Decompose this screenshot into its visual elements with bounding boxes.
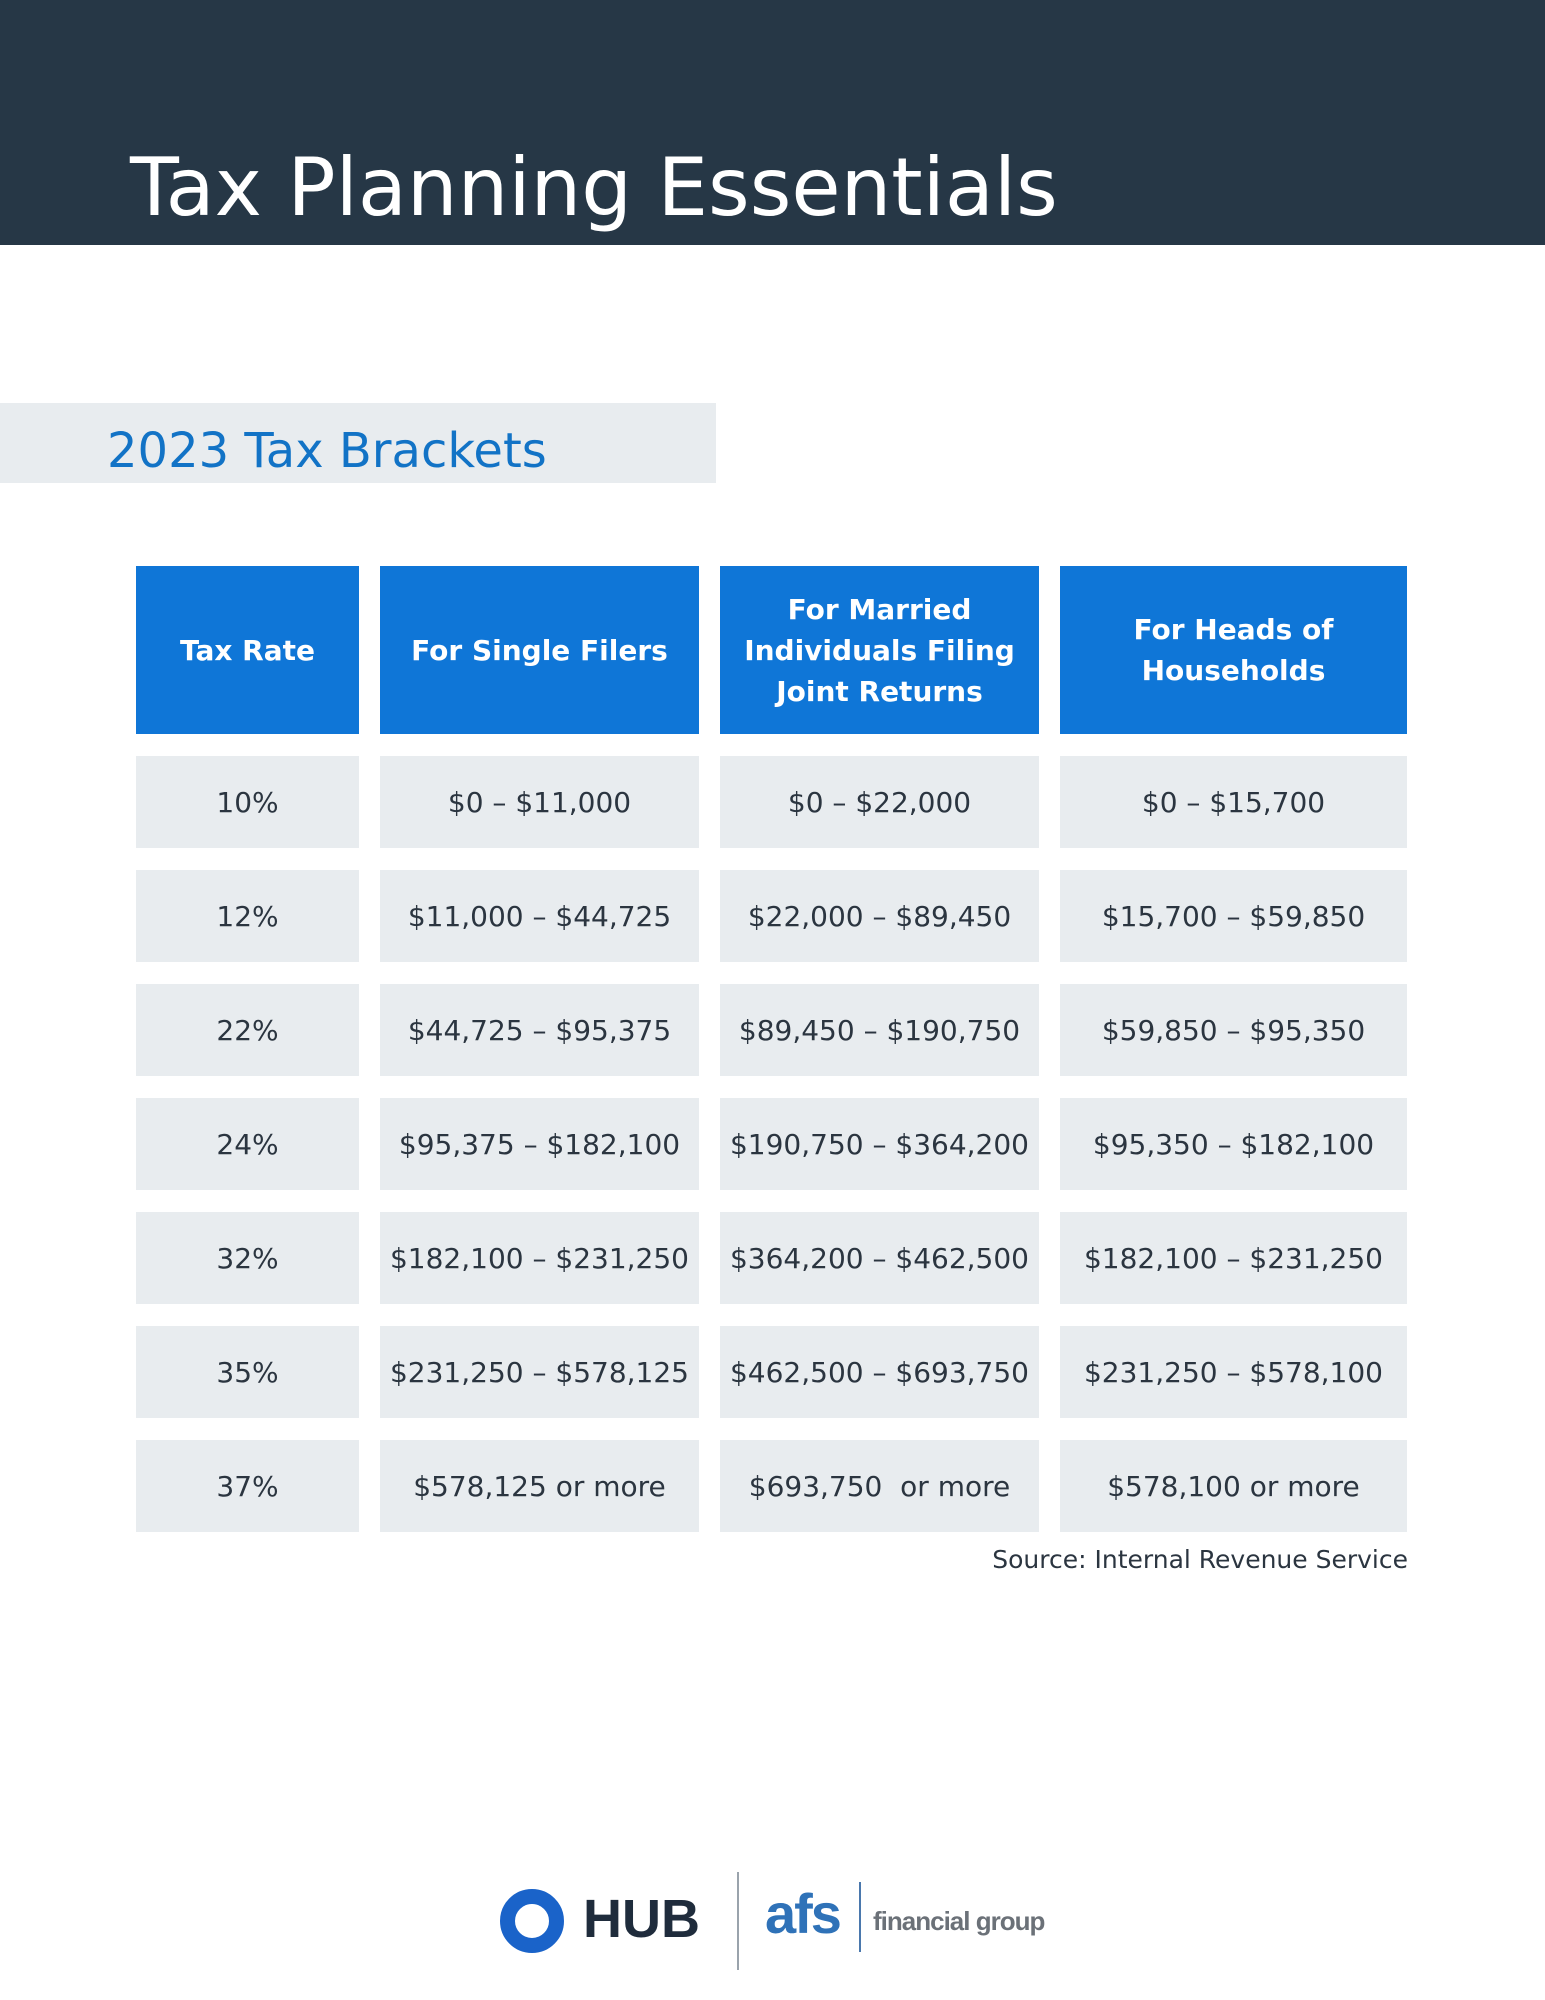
header-tax-rate: Tax Rate [136,566,359,734]
table-cell-single: $0 – $11,000 [380,756,699,848]
section-title-band [0,403,716,483]
afs-divider [859,1882,861,1952]
afs-logo-text: afs [765,1882,842,1945]
table-cell-single: $11,000 – $44,725 [380,870,699,962]
table-cell-heads: $95,350 – $182,100 [1060,1098,1407,1190]
table-cell-rate: 35% [136,1326,359,1418]
hub-logo-text: HUB [583,1889,700,1949]
table-cell-heads: $578,100 or more [1060,1440,1407,1532]
table-cell-single: $44,725 – $95,375 [380,984,699,1076]
tax-brackets-table: Tax Rate For Single Filers For Married I… [136,566,1407,1532]
table-cell-married: $0 – $22,000 [720,756,1039,848]
header-heads-of-households: For Heads of Households [1060,566,1407,734]
hub-ring-icon [500,1889,564,1953]
table-cell-married: $89,450 – $190,750 [720,984,1039,1076]
table-cell-married: $693,750 or more [720,1440,1039,1532]
table-cell-heads: $182,100 – $231,250 [1060,1212,1407,1304]
section-title: 2023 Tax Brackets [107,423,547,479]
logo-divider [737,1872,739,1970]
table-cell-single: $231,250 – $578,125 [380,1326,699,1418]
table-cell-rate: 37% [136,1440,359,1532]
table-cell-heads: $0 – $15,700 [1060,756,1407,848]
table-cell-single: $182,100 – $231,250 [380,1212,699,1304]
footer-logos: HUB afs financial group [495,1870,1055,1970]
table-cell-heads: $15,700 – $59,850 [1060,870,1407,962]
table-cell-rate: 12% [136,870,359,962]
table-cell-married: $190,750 – $364,200 [720,1098,1039,1190]
table-cell-rate: 24% [136,1098,359,1190]
source-note: Source: Internal Revenue Service [992,1545,1408,1574]
header-band [0,0,1545,245]
table-cell-single: $95,375 – $182,100 [380,1098,699,1190]
table-cell-married: $22,000 – $89,450 [720,870,1039,962]
table-cell-heads: $59,850 – $95,350 [1060,984,1407,1076]
table-cell-single: $578,125 or more [380,1440,699,1532]
table-cell-married: $462,500 – $693,750 [720,1326,1039,1418]
header-married-joint: For Married Individuals Filing Joint Ret… [720,566,1039,734]
table-cell-rate: 10% [136,756,359,848]
table-cell-rate: 32% [136,1212,359,1304]
header-single-filers: For Single Filers [380,566,699,734]
table-cell-rate: 22% [136,984,359,1076]
page-title: Tax Planning Essentials [130,141,1058,234]
afs-tagline: financial group [873,1906,1045,1936]
table-cell-married: $364,200 – $462,500 [720,1212,1039,1304]
table-cell-heads: $231,250 – $578,100 [1060,1326,1407,1418]
